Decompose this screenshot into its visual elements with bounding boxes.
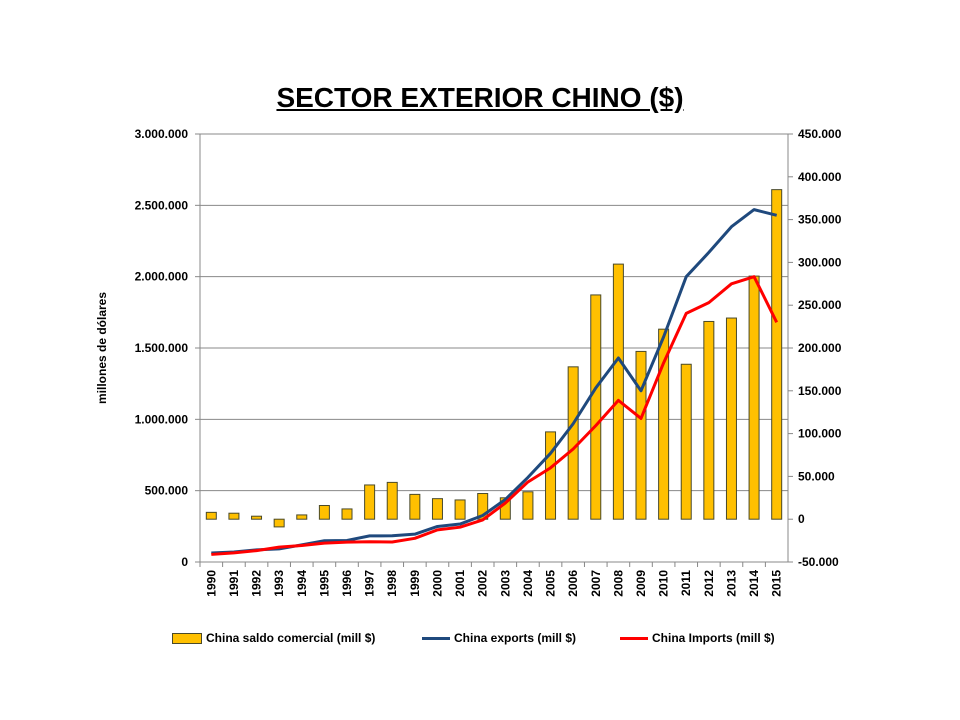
bar-1999 [409,493,421,520]
bar-2009 [635,350,647,520]
left-tick-label: 3.000.000 [135,127,189,141]
bar-1990 [205,511,217,520]
legend-item-exports: China exports (mill $) [422,631,576,645]
imports-line [211,275,779,556]
bar-1997 [364,484,376,520]
right-tick-label: 250.000 [798,298,842,312]
x-tick-label: 1995 [317,570,331,597]
x-tick-label: 2004 [521,570,535,597]
bar-1995 [318,505,330,520]
chart-title: SECTOR EXTERIOR CHINO ($) [276,82,684,113]
x-tick-label: 2015 [770,570,784,597]
bar-2000 [431,498,443,520]
left-tick-label: 2.000.000 [135,270,189,284]
legend-item-imports: China Imports (mill $) [620,631,775,645]
legend-label-imports: China Imports (mill $) [652,631,775,645]
x-tick-label: 2003 [498,570,512,597]
right-tick-label: 400.000 [798,170,842,184]
x-tick-label: 1993 [272,570,286,597]
x-tick-label: 2009 [634,570,648,597]
right-tick-label: 450.000 [798,127,842,141]
x-tick-label: 1990 [204,570,218,597]
x-tick-label: 1997 [363,570,377,597]
x-tick-label: 2008 [611,570,625,597]
right-tick-label: 150.000 [798,384,842,398]
y-axis-label: millones de dólares [95,292,109,404]
bar-2004 [522,491,534,520]
bar-2015 [771,189,783,520]
legend-swatch-imports [620,636,648,640]
right-tick-label: -50.000 [798,555,839,569]
bar-1994 [296,514,308,520]
exports-line [211,208,778,555]
left-tick-label: 0 [181,555,188,569]
x-tick-label: 2007 [589,570,603,597]
bar-2008 [612,263,624,520]
x-tick-label: 1994 [295,570,309,597]
bar-1996 [341,508,353,520]
bar-2007 [590,294,602,520]
bar-1991 [228,512,240,520]
x-tick-label: 1992 [250,570,264,597]
left-tick-label: 2.500.000 [135,198,189,212]
right-tick-label: 0 [798,512,805,526]
bar-1993 [273,518,285,528]
right-tick-label: 350.000 [798,213,842,227]
x-tick-label: 2002 [476,570,490,597]
x-tick-label: 2000 [430,570,444,597]
x-tick-label: 1999 [408,570,422,597]
x-tick-label: 2001 [453,570,467,597]
bar-2013 [725,317,737,520]
x-tick-label: 2012 [702,570,716,597]
legend-swatch-exports [422,636,450,640]
x-tick-label: 2013 [724,570,738,597]
right-tick-label: 100.000 [798,427,842,441]
x-tick-label: 2005 [544,570,558,597]
right-tick-label: 200.000 [798,341,842,355]
x-tick-label: 2014 [747,570,761,597]
bar-2005 [545,431,557,520]
bar-2006 [567,366,579,520]
left-tick-label: 1.500.000 [135,341,189,355]
bar-2010 [658,328,670,520]
bar-2014 [748,275,760,520]
left-tick-label: 500.000 [145,484,189,498]
right-tick-label: 50.000 [798,469,835,483]
right-tick-label: 300.000 [798,255,842,269]
x-tick-label: 2006 [566,570,580,597]
bar-1998 [386,481,398,520]
bar-2001 [454,499,466,520]
legend-label-exports: China exports (mill $) [454,631,577,645]
x-tick-label: 2010 [657,570,671,597]
x-tick-label: 1998 [385,570,399,597]
bar-2012 [703,320,715,520]
legend-swatch-saldo [172,632,202,644]
legend-item-saldo: China saldo comercial (mill $) [172,631,375,645]
x-tick-label: 1996 [340,570,354,597]
bar-2011 [680,363,692,520]
legend-label-saldo: China saldo comercial (mill $) [206,631,376,645]
x-tick-label: 1991 [227,570,241,597]
left-tick-label: 1.000.000 [135,412,189,426]
x-tick-label: 2011 [679,570,693,596]
bar-1992 [251,515,263,520]
